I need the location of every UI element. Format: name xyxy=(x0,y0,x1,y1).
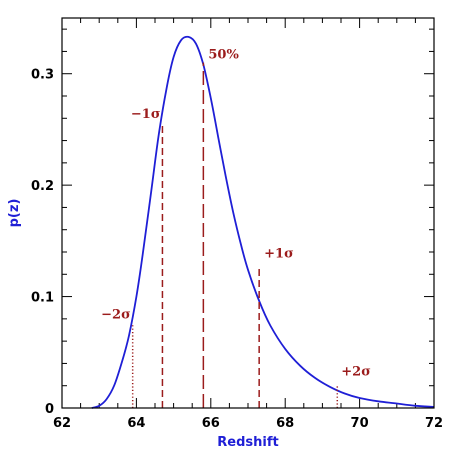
x-tick-label: 64 xyxy=(127,416,145,431)
x-tick-label: 68 xyxy=(276,416,294,431)
x-tick-label: 66 xyxy=(202,416,220,431)
marker-label: −2σ xyxy=(101,307,131,322)
series-group xyxy=(91,35,435,409)
marker-label: +1σ xyxy=(264,246,294,261)
y-axis-title: p(z) xyxy=(7,199,22,228)
x-tick-label: 72 xyxy=(425,416,443,431)
x-axis-title: Redshift xyxy=(217,435,278,450)
x-tick-label: 70 xyxy=(351,416,369,431)
x-tick-label: 62 xyxy=(53,416,71,431)
marker-label: +2σ xyxy=(341,365,371,380)
marker-group: −2σ −1σ 50% +1σ +2σ xyxy=(101,48,371,408)
tick-labels: 62 64 66 68 70 72 0 0.1 0.2 0.3 xyxy=(31,68,443,431)
y-tick-label: 0.1 xyxy=(31,291,54,306)
y-tick-label: 0.2 xyxy=(31,179,54,194)
marker-label: −1σ xyxy=(131,107,161,122)
y-tick-label: 0.3 xyxy=(31,68,54,83)
plot-frame xyxy=(61,17,435,409)
axis-ticks xyxy=(61,18,435,409)
y-tick-label: 0 xyxy=(45,402,54,417)
marker-label: 50% xyxy=(208,48,239,63)
pdf-curve xyxy=(91,35,435,409)
